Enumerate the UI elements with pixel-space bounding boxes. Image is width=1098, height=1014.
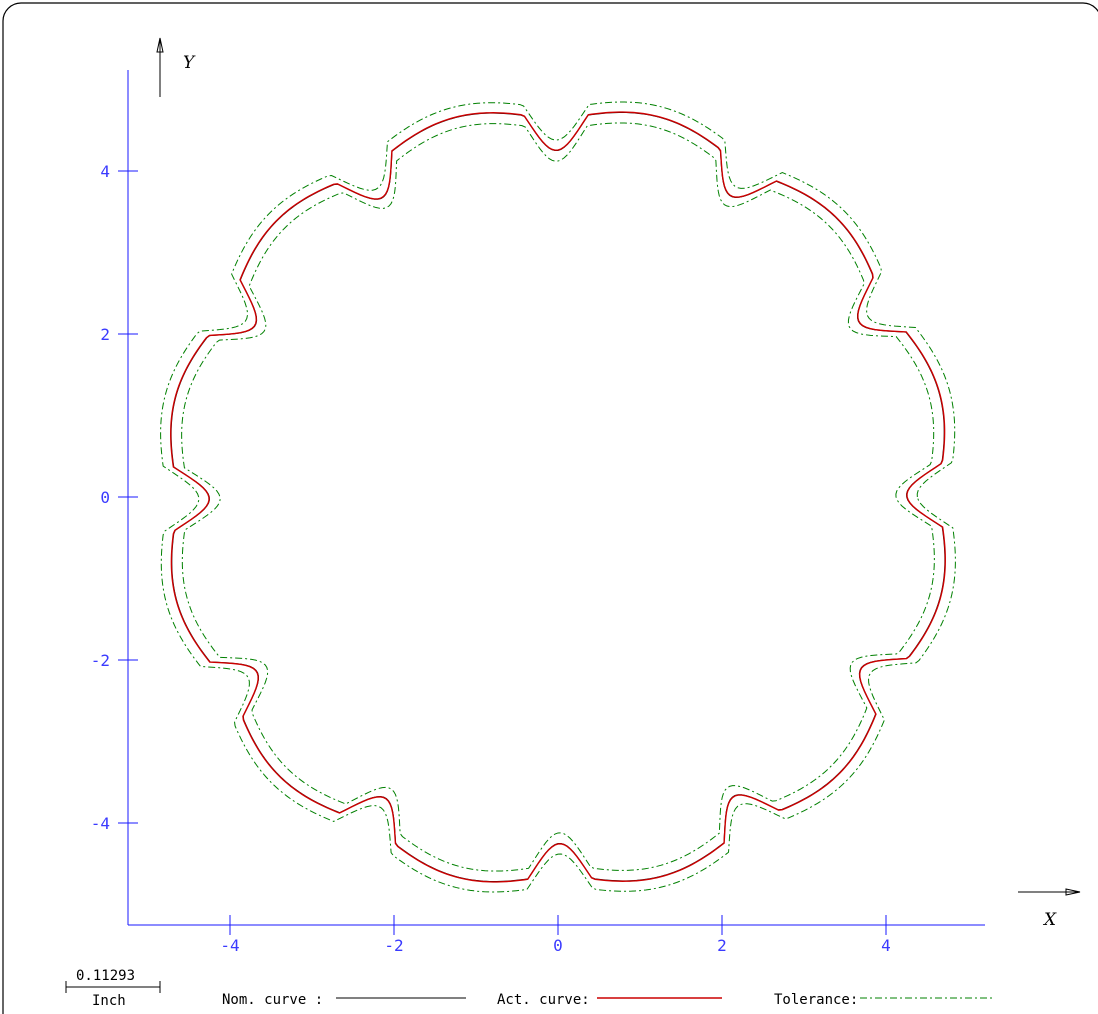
x-arrow-icon <box>1065 888 1081 896</box>
legend-nominal-label: Nom. curve : <box>222 992 323 1008</box>
x-tick-label: -4 <box>220 936 239 955</box>
scale-bar: 0.11293 Inch <box>65 968 161 1009</box>
y-tick-label: -4 <box>91 814 110 833</box>
x-axis-name: X <box>1042 910 1057 930</box>
nominal-curve <box>170 111 946 883</box>
x-tick-label: -2 <box>384 936 403 955</box>
y-tick-label: -2 <box>91 651 110 670</box>
scale-value: 0.11293 <box>76 968 135 984</box>
legend: Nom. curve : Act. curve: Tolerance: <box>222 992 993 1008</box>
x-arrow <box>1018 888 1081 896</box>
x-tick-label: 4 <box>881 936 891 955</box>
legend-actual-label: Act. curve: <box>497 992 590 1008</box>
y-ticks: 4 2 0 -2 -4 <box>91 162 138 833</box>
legend-tolerance-label: Tolerance: <box>774 992 858 1008</box>
x-ticks: -4 -2 0 2 4 <box>220 915 891 955</box>
axes: -4 -2 0 2 4 4 2 0 -2 -4 <box>91 70 985 955</box>
tolerance-inner-curve <box>181 122 935 872</box>
y-tick-label: 0 <box>100 488 110 507</box>
x-tick-label: 2 <box>717 936 727 955</box>
y-arrow <box>156 37 164 97</box>
y-tick-label: 2 <box>100 325 110 344</box>
tolerance-outer-curve <box>160 101 956 893</box>
actual-curve <box>170 111 946 883</box>
y-arrow-icon <box>156 37 164 53</box>
curves <box>160 101 956 893</box>
y-axis-name: Y <box>183 53 196 73</box>
y-tick-label: 4 <box>100 162 110 181</box>
x-tick-label: 0 <box>553 936 563 955</box>
scale-unit: Inch <box>92 993 126 1009</box>
